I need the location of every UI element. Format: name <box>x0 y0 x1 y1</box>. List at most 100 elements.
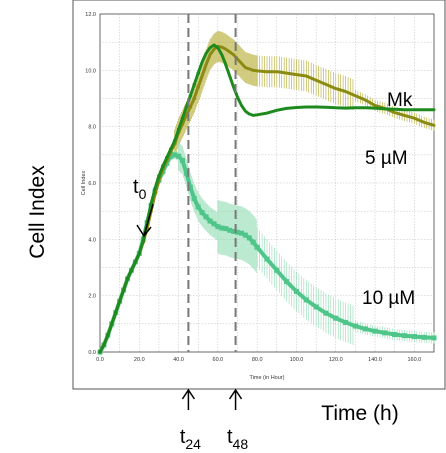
t48-arrow <box>228 388 243 410</box>
y-tick-label: 8.0 <box>88 125 96 131</box>
data-point <box>180 116 185 121</box>
y-axis-label: Cell Index <box>26 165 49 259</box>
data-point <box>215 224 221 230</box>
y-tick-labels: 0.0 2.0 4.0 6.0 8.0 10.0 12.0 <box>85 12 96 356</box>
data-point <box>188 93 193 98</box>
data-point <box>187 184 193 190</box>
t24-base: t <box>180 426 186 448</box>
x-tick-label: 160.0 <box>407 357 421 363</box>
data-point <box>264 256 270 262</box>
data-point <box>141 238 146 243</box>
t48-base: t <box>227 426 233 448</box>
data-point <box>303 297 309 303</box>
x-tick-label: 100.0 <box>290 357 304 363</box>
data-point <box>227 227 233 233</box>
data-point <box>382 330 388 336</box>
t24-arrow <box>181 388 196 410</box>
series-label-mk: Mk <box>387 90 413 111</box>
data-point <box>129 268 134 273</box>
data-point <box>161 164 165 168</box>
data-point <box>192 96 197 101</box>
x-tick-label: 20.0 <box>134 357 145 363</box>
data-point <box>176 127 181 132</box>
x-tick-label: 140.0 <box>368 357 382 363</box>
data-point <box>411 334 417 340</box>
data-point <box>274 267 280 273</box>
data-point <box>165 155 169 160</box>
y-tick-label: 4.0 <box>88 237 96 243</box>
data-point <box>172 152 178 158</box>
data-point <box>343 319 349 325</box>
data-point <box>203 214 209 220</box>
data-point <box>250 239 256 245</box>
y-tick-label: 6.0 <box>88 181 96 187</box>
data-point <box>195 204 201 210</box>
data-point <box>242 232 248 238</box>
data-point <box>168 153 174 159</box>
y-tick-label: 10.0 <box>85 68 96 74</box>
t48-label: t48 <box>227 426 248 452</box>
data-point <box>372 328 378 334</box>
data-point <box>184 113 189 118</box>
data-point <box>219 225 225 231</box>
data-point <box>102 343 106 347</box>
data-point <box>207 218 213 224</box>
x-tick-label: 120.0 <box>329 357 343 363</box>
data-point <box>133 260 138 264</box>
data-point <box>121 288 126 292</box>
data-point <box>323 310 329 316</box>
vertical-markers <box>187 14 237 352</box>
plot-area: 0.0 20.0 40.0 60.0 80.0 100.0 120.0 140.0 160.0 … <box>85 12 437 363</box>
data-point <box>137 251 142 256</box>
data-point <box>172 138 177 143</box>
series-label-10um: 10 µM <box>362 288 415 309</box>
data-point <box>113 310 118 315</box>
y-tick-label: 12.0 <box>85 12 96 18</box>
series-label-5um: 5 µM <box>365 148 408 169</box>
data-point <box>157 174 161 178</box>
data-point <box>333 315 339 321</box>
data-point <box>352 323 358 329</box>
y-tick-label: 2.0 <box>88 294 96 300</box>
data-point <box>153 186 157 191</box>
t24-label: t24 <box>180 426 201 452</box>
x-tick-label: 60.0 <box>213 357 224 363</box>
t0-base: t <box>133 176 139 198</box>
t48-sub: 48 <box>233 436 249 452</box>
data-point <box>109 322 114 326</box>
data-point <box>313 304 319 310</box>
series-line-1 <box>98 43 436 354</box>
data-point <box>117 299 122 304</box>
data-point <box>180 157 186 163</box>
t0-arrow <box>136 203 154 238</box>
inner-y-axis-title: Cell Index <box>81 171 87 196</box>
data-point <box>246 235 252 241</box>
x-axis-label: Time (h) <box>321 402 398 425</box>
data-point <box>223 226 229 232</box>
data-point <box>188 105 193 109</box>
data-point <box>106 333 110 337</box>
data-point <box>421 334 427 340</box>
data-point <box>191 195 197 201</box>
t0-sub: 0 <box>139 186 147 202</box>
data-point <box>98 350 102 354</box>
t24-sub: 24 <box>185 436 201 452</box>
data-point <box>392 332 398 338</box>
x-tick-label: 80.0 <box>252 357 263 363</box>
data-point <box>199 210 205 216</box>
x-tick-labels: 0.0 20.0 40.0 60.0 80.0 100.0 120.0 140.0 160.0 <box>96 357 421 363</box>
data-point <box>254 244 260 250</box>
data-point <box>235 229 241 235</box>
data-point <box>183 170 189 176</box>
data-point <box>238 230 244 236</box>
data-point <box>196 85 201 90</box>
t0-label: t0 <box>133 176 147 202</box>
data-point <box>231 228 237 234</box>
y-tick-label: 0.0 <box>88 350 96 356</box>
data-point <box>284 279 290 285</box>
data-point <box>196 71 201 75</box>
x-tick-label: 40.0 <box>173 357 184 363</box>
data-point <box>362 326 368 332</box>
x-tick-label: 0.0 <box>96 357 104 363</box>
